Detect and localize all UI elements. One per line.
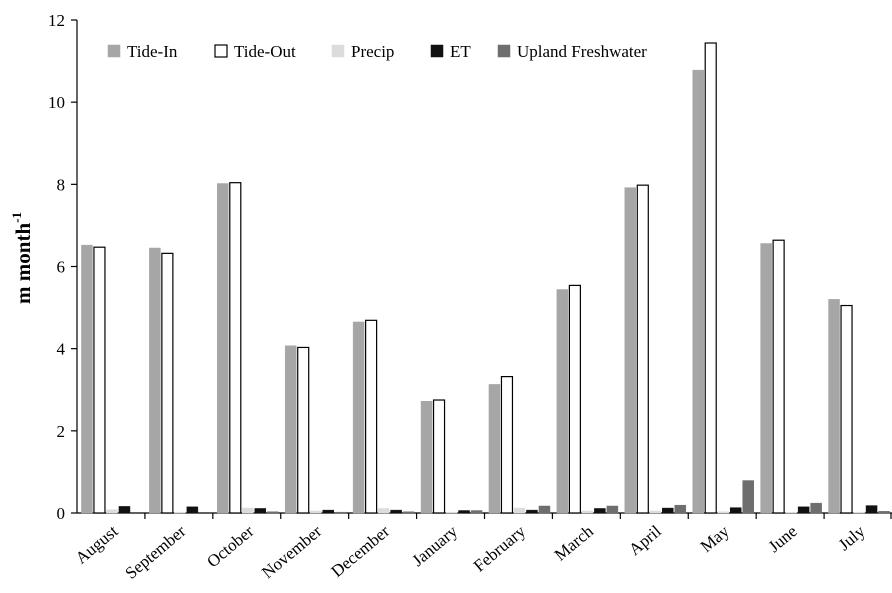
- bar-tide-in-january: [420, 401, 433, 514]
- bar-upland-freshwater-june: [810, 502, 822, 514]
- y-tick-label: 6: [57, 258, 66, 277]
- bar-et-june: [797, 506, 810, 514]
- bar-upland-freshwater-april: [674, 504, 687, 514]
- bar-precip-october: [242, 507, 254, 514]
- bar-tide-in-february: [488, 384, 501, 514]
- bar-tide-out-october: [229, 182, 242, 514]
- bar-tide-in-december: [352, 321, 365, 514]
- x-tick-label: December: [327, 521, 393, 581]
- x-tick-label: January: [408, 521, 461, 570]
- bar-et-january: [458, 510, 470, 514]
- bar-upland-freshwater-march: [606, 505, 619, 514]
- bar-tide-in-august: [81, 244, 93, 514]
- legend-label: Tide-In: [127, 42, 178, 61]
- y-tick-label: 4: [57, 340, 66, 359]
- bar-et-july: [865, 505, 878, 514]
- x-tick-label: February: [470, 521, 530, 575]
- bar-tide-in-july: [828, 299, 840, 514]
- y-tick-label: 0: [57, 504, 66, 523]
- y-axis-label: m month-1: [9, 212, 35, 304]
- bar-et-december: [390, 509, 402, 514]
- bar-precip-january: [445, 511, 458, 514]
- legend-swatch: [107, 44, 121, 58]
- legend-swatch: [430, 44, 444, 58]
- y-tick-label: 8: [57, 175, 66, 194]
- legend-label: Precip: [351, 42, 394, 61]
- legend-swatch: [497, 44, 511, 58]
- legend-label: Tide-Out: [234, 42, 296, 61]
- y-axis-label-superscript: -1: [9, 212, 24, 223]
- bar-upland-freshwater-july: [878, 511, 890, 514]
- bar-upland-freshwater-november: [334, 511, 347, 514]
- bar-tide-in-april: [624, 187, 637, 514]
- x-tick-label: September: [122, 521, 190, 583]
- bar-precip-august: [106, 509, 118, 514]
- bars: [81, 42, 890, 514]
- bar-precip-june: [785, 511, 797, 514]
- bar-tide-in-september: [149, 247, 161, 514]
- bar-upland-freshwater-october: [267, 511, 279, 514]
- bar-et-november: [322, 509, 334, 514]
- bar-precip-may: [717, 511, 729, 514]
- bar-tide-out-december: [365, 319, 378, 514]
- x-tick-label: July: [835, 521, 869, 554]
- legend-swatch: [214, 44, 228, 58]
- bar-tide-in-october: [217, 183, 229, 514]
- x-tick-label: August: [72, 521, 122, 567]
- bar-upland-freshwater-february: [538, 505, 551, 514]
- legend-label: Upland Freshwater: [517, 42, 647, 61]
- bar-et-october: [254, 508, 267, 514]
- x-tick-label: March: [551, 521, 598, 564]
- bar-tide-out-january: [432, 399, 446, 514]
- bar-et-may: [729, 507, 742, 514]
- y-axis-label-text: m month: [11, 223, 35, 304]
- bar-tide-in-june: [760, 243, 772, 514]
- bar-tide-out-june: [772, 239, 785, 514]
- x-tick-label: November: [258, 521, 325, 582]
- bar-precip-april: [649, 510, 662, 514]
- bar-upland-freshwater-january: [470, 510, 483, 514]
- legend: Tide-In Tide-Out Precip ET Upland Freshwater: [107, 42, 647, 61]
- x-tick-label: June: [765, 522, 801, 557]
- x-tick-label: May: [697, 521, 733, 556]
- bar-tide-in-march: [556, 289, 569, 514]
- bar-tide-out-july: [840, 304, 853, 514]
- bar-precip-july: [853, 511, 865, 514]
- bar-tide-in-november: [284, 345, 297, 514]
- y-tick-label: 10: [48, 93, 65, 112]
- bar-tide-out-may: [704, 42, 717, 514]
- bar-et-april: [662, 507, 674, 514]
- bar-tide-out-february: [500, 376, 514, 514]
- bar-precip-september: [174, 511, 186, 514]
- bar-et-september: [186, 506, 199, 514]
- x-tick-label: October: [203, 521, 257, 571]
- bar-tide-out-august: [93, 246, 106, 514]
- y-tick-label: 2: [57, 422, 66, 441]
- axes: [71, 19, 892, 519]
- bar-precip-december: [377, 508, 390, 514]
- bar-precip-february: [513, 507, 526, 514]
- bar-precip-march: [581, 510, 594, 514]
- bar-tide-out-april: [636, 184, 649, 514]
- bar-tide-out-march: [568, 284, 581, 514]
- legend-swatch: [331, 44, 345, 58]
- bar-tide-out-november: [297, 346, 310, 514]
- bar-upland-freshwater-may: [742, 480, 754, 514]
- x-tick-label: April: [625, 521, 665, 559]
- bar-et-february: [526, 509, 538, 514]
- bar-tide-out-september: [161, 252, 174, 514]
- bar-et-august: [118, 506, 131, 514]
- bar-precip-november: [309, 510, 322, 514]
- legend-label: ET: [450, 42, 471, 61]
- bar-tide-in-may: [692, 69, 704, 514]
- bar-et-march: [594, 508, 606, 514]
- bar-upland-freshwater-december: [402, 511, 415, 514]
- y-tick-label: 12: [48, 11, 65, 30]
